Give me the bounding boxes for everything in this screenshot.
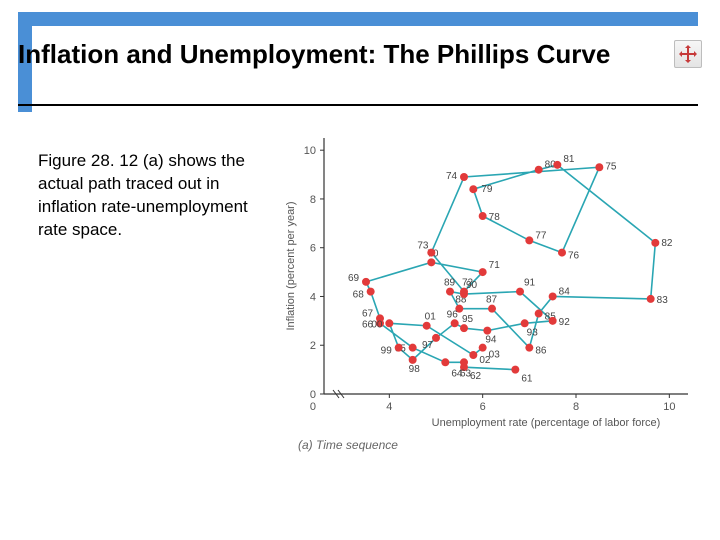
svg-text:77: 77 <box>535 230 547 241</box>
svg-text:99: 99 <box>381 346 393 357</box>
svg-text:8: 8 <box>573 401 579 413</box>
svg-text:82: 82 <box>661 238 673 249</box>
svg-text:79: 79 <box>481 184 493 195</box>
accent-bar-top <box>18 12 698 26</box>
svg-text:01: 01 <box>425 312 437 323</box>
svg-text:95: 95 <box>462 314 474 325</box>
svg-text:6: 6 <box>480 401 486 413</box>
svg-text:81: 81 <box>563 154 575 165</box>
svg-text:4: 4 <box>310 291 316 303</box>
svg-text:0: 0 <box>310 389 316 401</box>
svg-text:83: 83 <box>657 295 669 306</box>
svg-text:98: 98 <box>409 364 421 375</box>
svg-text:74: 74 <box>446 171 458 182</box>
svg-text:Unemployment rate (percentage: Unemployment rate (percentage of labor f… <box>432 417 661 429</box>
svg-text:4: 4 <box>386 401 392 413</box>
phillips-curve-chart: 0246810468100Unemployment rate (percenta… <box>280 128 700 448</box>
svg-text:64: 64 <box>451 368 463 379</box>
svg-text:94: 94 <box>485 335 497 346</box>
svg-text:86: 86 <box>535 346 547 357</box>
svg-text:97: 97 <box>422 340 434 351</box>
svg-text:10: 10 <box>304 145 316 157</box>
svg-text:6: 6 <box>310 243 316 255</box>
svg-text:61: 61 <box>521 374 533 385</box>
move-icon[interactable] <box>674 40 702 68</box>
svg-text:10: 10 <box>663 401 675 413</box>
svg-text:00: 00 <box>371 319 383 330</box>
body-text: Figure 28. 12 (a) shows the actual path … <box>38 150 268 242</box>
svg-text:69: 69 <box>348 273 360 284</box>
svg-text:96: 96 <box>447 309 459 320</box>
svg-text:68: 68 <box>353 290 365 301</box>
svg-text:76: 76 <box>568 251 580 262</box>
svg-text:84: 84 <box>559 286 571 297</box>
svg-text:Inflation (percent per year): Inflation (percent per year) <box>285 201 297 330</box>
svg-text:90: 90 <box>466 280 478 291</box>
svg-text:8: 8 <box>310 194 316 206</box>
svg-text:0: 0 <box>310 401 316 413</box>
svg-text:91: 91 <box>524 278 536 289</box>
svg-text:71: 71 <box>489 260 501 271</box>
svg-text:89: 89 <box>444 278 456 289</box>
svg-text:93: 93 <box>527 327 539 338</box>
chart-caption: (a) Time sequence <box>298 438 398 452</box>
title-underline <box>18 104 698 106</box>
slide-title: Inflation and Unemployment: The Phillips… <box>18 38 658 71</box>
svg-text:03: 03 <box>489 350 501 361</box>
svg-text:78: 78 <box>489 212 501 223</box>
svg-text:73: 73 <box>417 241 429 252</box>
svg-text:92: 92 <box>559 317 571 328</box>
svg-text:2: 2 <box>310 340 316 352</box>
svg-text:62: 62 <box>470 371 482 382</box>
svg-text:67: 67 <box>362 308 374 319</box>
svg-text:75: 75 <box>605 161 617 172</box>
svg-text:87: 87 <box>486 295 498 306</box>
